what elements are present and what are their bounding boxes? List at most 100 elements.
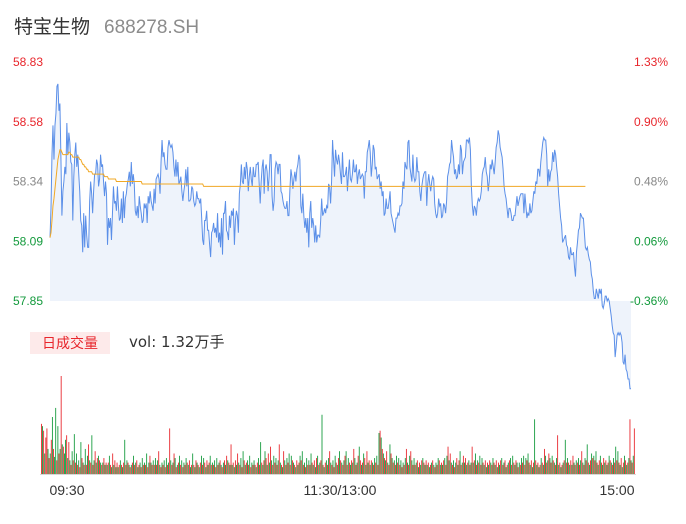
volume-bar (420, 464, 422, 474)
volume-bar (348, 462, 350, 474)
volume-bar (611, 464, 613, 474)
volume-bar (312, 464, 314, 474)
volume-bar (244, 464, 246, 474)
volume-bar (411, 460, 413, 474)
volume-bar (551, 455, 553, 474)
volume-bar (279, 462, 281, 474)
volume-bar (177, 462, 179, 474)
volume-bar (198, 467, 200, 474)
volume-bar (466, 464, 468, 474)
volume-bar (356, 462, 358, 474)
volume-bar (176, 464, 178, 474)
volume-bar (602, 464, 603, 474)
volume-bar (278, 444, 280, 474)
volume-bar (262, 464, 264, 474)
volume-bar (516, 462, 518, 474)
volume-value: vol: 1.32万手 (129, 333, 224, 351)
price-tick-label: 57.85 (13, 294, 43, 308)
volume-bar (259, 464, 260, 474)
volume-bar (103, 458, 105, 474)
volume-bar (382, 453, 384, 474)
volume-bar (460, 464, 462, 474)
volume-bar (102, 462, 104, 474)
volume-bar (515, 460, 517, 474)
volume-bar (367, 462, 369, 474)
volume-bar (568, 462, 570, 474)
volume-bar (202, 464, 203, 474)
volume-bar (579, 464, 580, 474)
volume-bar (447, 446, 449, 474)
volume-bar (44, 453, 46, 474)
volume-bar (342, 464, 344, 474)
volume-bar (495, 460, 497, 474)
volume-bar (400, 460, 402, 474)
volume-bar (61, 444, 63, 474)
volume-bar (285, 464, 287, 474)
volume-bar (329, 451, 331, 474)
volume-bar (351, 460, 353, 474)
volume-bar (139, 462, 141, 474)
volume-bar (214, 460, 216, 474)
volume-bar (359, 460, 361, 474)
volume-bar (592, 458, 594, 474)
volume-bar (477, 460, 479, 474)
volume-bar (385, 460, 387, 474)
volume-bar (275, 458, 277, 474)
volume-bar (238, 462, 240, 474)
volume-bar (295, 467, 297, 474)
volume-bar (528, 462, 530, 474)
volume-bar (64, 453, 65, 474)
volume-bar (156, 464, 157, 474)
volume-bar (180, 464, 182, 474)
volume-bar (322, 464, 324, 474)
volume-bar (46, 428, 48, 474)
volume-bar (213, 464, 214, 474)
volume-bar (470, 462, 472, 474)
volume-bar (436, 464, 438, 474)
volume-bar (590, 460, 591, 474)
volume-bar (533, 462, 534, 474)
price-area-fill (50, 83, 631, 389)
volume-bar (287, 462, 289, 474)
volume-bar (311, 462, 313, 474)
volume-bar (618, 462, 620, 474)
volume-bar (446, 455, 448, 474)
volume-bar (308, 460, 310, 474)
volume-bar (228, 462, 230, 474)
volume-bar (435, 462, 437, 474)
volume-bar (570, 460, 572, 474)
volume-bar (594, 460, 596, 474)
volume-bar (437, 458, 439, 474)
volume-bar (591, 453, 593, 474)
volume-bar (328, 458, 330, 474)
volume-bar (407, 462, 408, 474)
volume-bar (560, 467, 562, 474)
volume-bar (240, 458, 242, 474)
volume-bar (573, 462, 575, 474)
volume-bar (124, 439, 126, 474)
volume-bar (100, 462, 102, 474)
volume-bar (336, 464, 338, 474)
volume-bar (254, 464, 256, 474)
volume-bar (357, 455, 359, 474)
volume-bar (412, 464, 414, 474)
volume-bar (148, 462, 150, 474)
volume-bar (317, 455, 319, 474)
volume-bar (194, 467, 196, 474)
volume-bar (105, 462, 107, 474)
price-tick-label: 58.58 (13, 115, 43, 129)
volume-bar (172, 462, 174, 474)
volume-bar (261, 462, 263, 474)
volume-bar (529, 464, 531, 474)
volume-bar (545, 455, 547, 474)
volume-bar (281, 464, 282, 474)
volume-bar (219, 460, 221, 474)
volume-bar (203, 458, 205, 474)
volume-bar (399, 464, 401, 474)
volume-bar (512, 455, 514, 474)
volume-bar (416, 460, 418, 474)
volume-bar (165, 458, 167, 474)
volume-bar (456, 458, 458, 474)
volume-bar (415, 462, 417, 474)
time-tick-label: 11:30/13:00 (304, 482, 377, 498)
